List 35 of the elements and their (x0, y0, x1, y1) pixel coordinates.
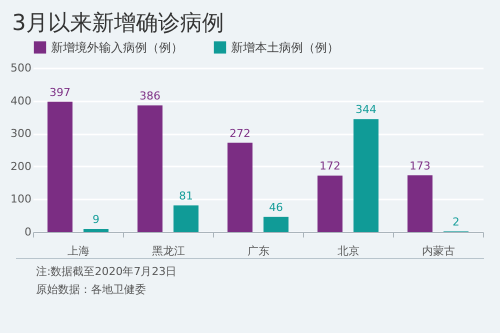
bar (138, 105, 162, 232)
y-tick-label: 0 (24, 226, 32, 238)
y-tick-label: 200 (10, 160, 32, 173)
y-tick-label: 400 (10, 94, 32, 108)
y-tick-label: 300 (10, 127, 32, 140)
data-label: 9 (92, 213, 100, 226)
bar (48, 102, 72, 232)
chart-title: 3月以来新增确诊病例 (11, 10, 225, 38)
data-label: 272 (230, 126, 250, 140)
legend-label: 新增本土病例（例） (231, 40, 339, 54)
data-label: 2 (452, 215, 460, 228)
data-label: 172 (320, 160, 340, 173)
x-tick-label: 内蒙古 (422, 244, 455, 258)
legend-label: 新增境外输入病例（例） (51, 40, 183, 54)
text: 注:数据截至2020年7月23日 (36, 264, 178, 279)
x-tick-label: 北京 (338, 244, 360, 258)
x-tick-label: 黑龙江 (152, 244, 185, 258)
text: 原始数据：各地卫健委 (36, 282, 147, 297)
bar (174, 205, 198, 232)
bar (228, 142, 252, 232)
x-tick-label: 上海 (68, 244, 90, 258)
data-label: 173 (410, 159, 430, 172)
data-label: 344 (356, 103, 376, 116)
data-label: 81 (179, 189, 193, 202)
data-label: 386 (140, 89, 160, 102)
bar (264, 216, 288, 232)
x-tick-label: 广东 (248, 244, 270, 258)
bar (408, 175, 432, 232)
bar (318, 176, 342, 232)
y-tick-label: 500 (10, 62, 32, 74)
data-label: 397 (50, 86, 70, 99)
y-tick-label: 100 (10, 192, 32, 206)
bar (354, 119, 378, 232)
bar (84, 229, 108, 232)
data-label: 46 (269, 200, 283, 214)
